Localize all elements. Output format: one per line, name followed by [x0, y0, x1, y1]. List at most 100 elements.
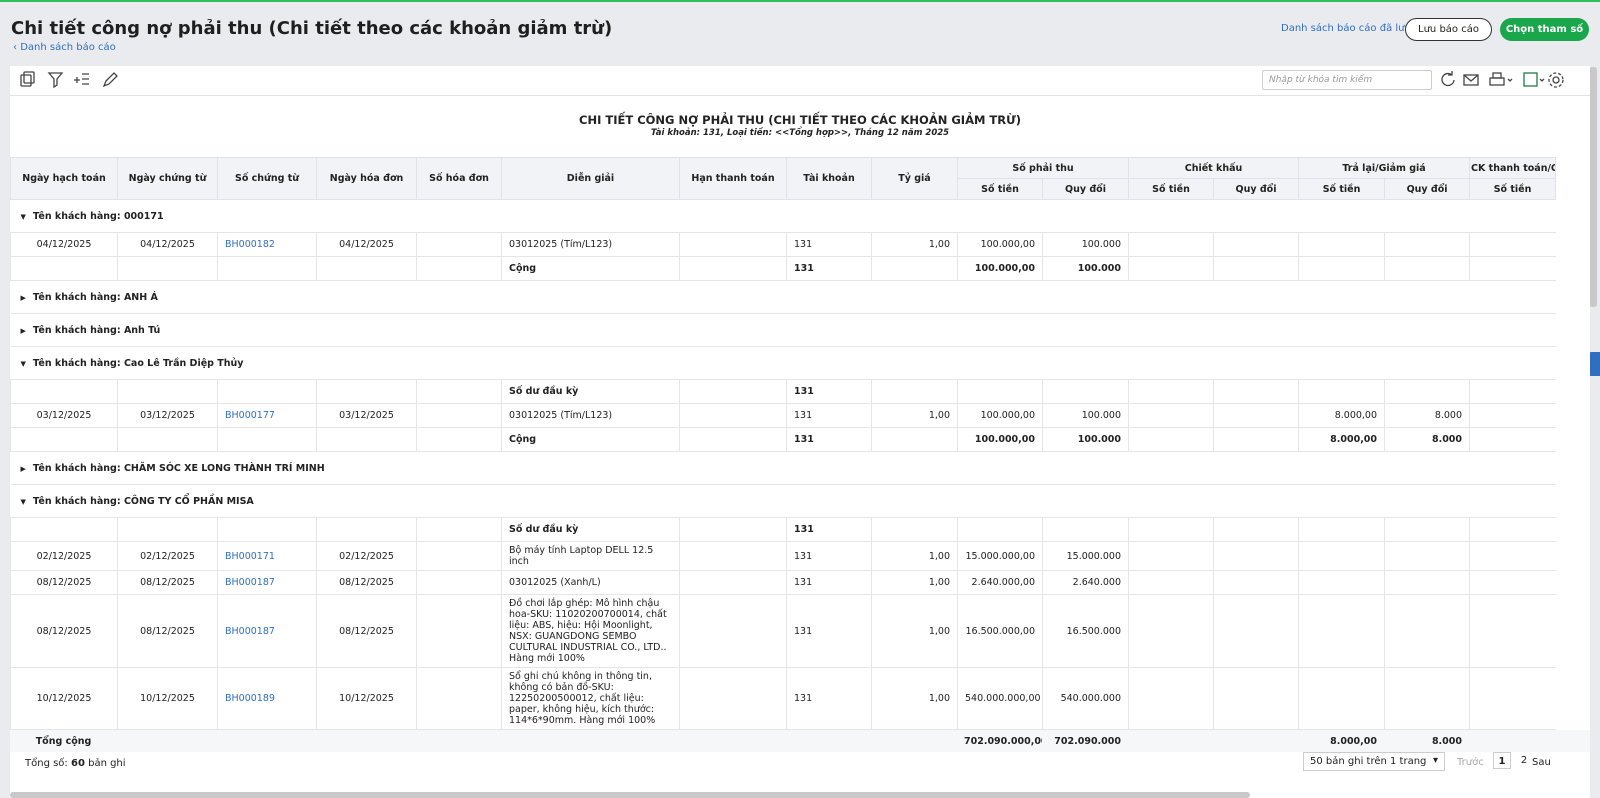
- cell: [957, 379, 1043, 404]
- cell: [10, 379, 118, 404]
- cell: [1469, 667, 1556, 730]
- column-group-header: Chiết khấu: [1128, 157, 1300, 179]
- cell: 10/12/2025: [316, 667, 417, 730]
- cell: 131: [786, 256, 872, 281]
- cell[interactable]: BH000187: [217, 570, 317, 595]
- subheader-row: Số tiền Quy đổi Số tiền Quy đổi Số tiền Quy đ…: [11, 178, 1557, 200]
- cell: 08/12/2025: [10, 570, 118, 595]
- group-toggle[interactable]: ▶: [20, 293, 26, 302]
- cell: [1469, 427, 1556, 452]
- cell: Cộng: [501, 427, 680, 452]
- page-size-select[interactable]: 50 bản ghi trên 1 trang ▾: [1303, 752, 1445, 771]
- group-toggle[interactable]: ▼: [20, 212, 26, 221]
- cell: 04/12/2025: [316, 232, 417, 257]
- cell: [1213, 667, 1299, 730]
- saved-reports-link[interactable]: Danh sách báo cáo đã lưu: [1281, 23, 1411, 34]
- page-title: Chi tiết công nợ phải thu (Chi tiết theo…: [11, 18, 613, 39]
- cell: [1469, 232, 1556, 257]
- cell: 10/12/2025: [10, 667, 118, 730]
- params-button[interactable]: Chọn tham số: [1500, 18, 1589, 41]
- cell: [679, 570, 787, 595]
- cell: [416, 541, 502, 571]
- group-label: Tên khách hàng: 000171: [32, 210, 164, 222]
- next-button[interactable]: Sau: [1532, 757, 1551, 768]
- header-row: Ngày hạch toán Ngày chứng từ Số chứng từ Ng…: [10, 157, 1557, 200]
- cell: 100.000: [1041, 427, 1129, 452]
- cell: 100.000,00: [957, 427, 1043, 452]
- cell: [1384, 256, 1470, 281]
- data-row: 04/12/2025 04/12/2025 BH000182 04/12/2025 03…: [10, 232, 1556, 257]
- cell: [1128, 594, 1214, 668]
- back-link[interactable]: ‹ Danh sách báo cáo: [13, 42, 116, 53]
- cell: 03/12/2025: [117, 403, 218, 428]
- cell: [416, 427, 502, 452]
- save-button[interactable]: Lưu báo cáo: [1405, 18, 1492, 41]
- cell: [1298, 256, 1385, 281]
- toolbar-right-icons[interactable]: [1438, 66, 1588, 96]
- cell: [1213, 256, 1299, 281]
- total-label: Tổng số:: [25, 758, 68, 769]
- cell: 100.000: [1041, 232, 1129, 257]
- cell: [10, 427, 118, 452]
- cell: 02/12/2025: [316, 541, 417, 571]
- back-link-text[interactable]: Danh sách báo cáo: [20, 42, 116, 53]
- cell: [679, 730, 786, 752]
- footer: Tổng số: 60 bản ghi 50 bản ghi trên 1 tr…: [10, 752, 1590, 798]
- group-row: ▼ Tên khách hàng: CÔNG TY CỔ PHẦN MISA: [10, 484, 1556, 518]
- group-toggle[interactable]: ▼: [20, 497, 26, 506]
- cell: [871, 730, 957, 752]
- cell: 02/12/2025: [10, 541, 118, 571]
- cell[interactable]: BH000182: [217, 232, 317, 257]
- cell[interactable]: BH000189: [217, 667, 317, 730]
- column-header: Ngày hóa đơn: [316, 157, 417, 200]
- cell: [1384, 667, 1470, 730]
- cell: 10/12/2025: [117, 667, 218, 730]
- group-toggle[interactable]: ▶: [20, 464, 26, 473]
- side-tab[interactable]: [1588, 352, 1600, 376]
- cell: [1298, 594, 1385, 668]
- data-row: 08/12/2025 08/12/2025 BH000187 08/12/2025 Đồ…: [10, 594, 1556, 668]
- cell: Bộ máy tính Laptop DELL 12.5 inch: [501, 541, 680, 571]
- cell: 04/12/2025: [117, 232, 218, 257]
- horizontal-scrollbar[interactable]: [10, 792, 1250, 798]
- cell: [316, 730, 416, 752]
- summary-row: Số dư đầu kỳ 131: [10, 517, 1556, 542]
- column-header: Diễn giải: [501, 157, 680, 200]
- cell: 08/12/2025: [10, 594, 118, 668]
- cell[interactable]: BH000187: [217, 594, 317, 668]
- cell: [117, 427, 218, 452]
- cell[interactable]: BH000171: [217, 541, 317, 571]
- cell: [1213, 517, 1299, 542]
- cell: 1,00: [871, 594, 958, 668]
- cell: Đồ chơi lắp ghép: Mô hình chậu hoa-SKU: …: [501, 594, 680, 668]
- cell: 702.090.000: [1054, 735, 1121, 747]
- toolbar-icons[interactable]: [18, 66, 128, 96]
- cell: [217, 427, 317, 452]
- cell[interactable]: BH000177: [217, 403, 317, 428]
- group-toggle[interactable]: ▶: [20, 326, 26, 335]
- cell: 2.640.000,00: [957, 570, 1043, 595]
- cell: [217, 517, 317, 542]
- cell: [1041, 379, 1129, 404]
- main-panel: Nhập từ khóa tìm kiếm CHI TIẾT CÔNG NỢ P…: [10, 66, 1590, 798]
- cell: [1298, 517, 1385, 542]
- search-input[interactable]: Nhập từ khóa tìm kiếm: [1262, 70, 1432, 90]
- cell: 03/12/2025: [316, 403, 417, 428]
- group-toggle[interactable]: ▼: [20, 359, 26, 368]
- cell: [1128, 379, 1214, 404]
- cell: [10, 256, 118, 281]
- page-button[interactable]: 1: [1493, 752, 1511, 769]
- page-button[interactable]: 2: [1520, 755, 1528, 766]
- cell: [679, 232, 787, 257]
- cell: 04/12/2025: [10, 232, 118, 257]
- report-subtitle: Tài khoản: 131, Loại tiền: <<Tổng hợp>>,…: [650, 128, 950, 138]
- group-label: Tên khách hàng: CÔNG TY CỔ PHẦN MISA: [32, 495, 254, 507]
- prev-button[interactable]: Trước: [1457, 757, 1484, 768]
- cell: 15.000.000,00: [957, 541, 1043, 571]
- cell: [679, 541, 787, 571]
- scrollbar[interactable]: [1589, 67, 1597, 307]
- group-cell: ▼ Tên khách hàng: 000171: [10, 199, 1556, 233]
- cell: 1,00: [871, 541, 958, 571]
